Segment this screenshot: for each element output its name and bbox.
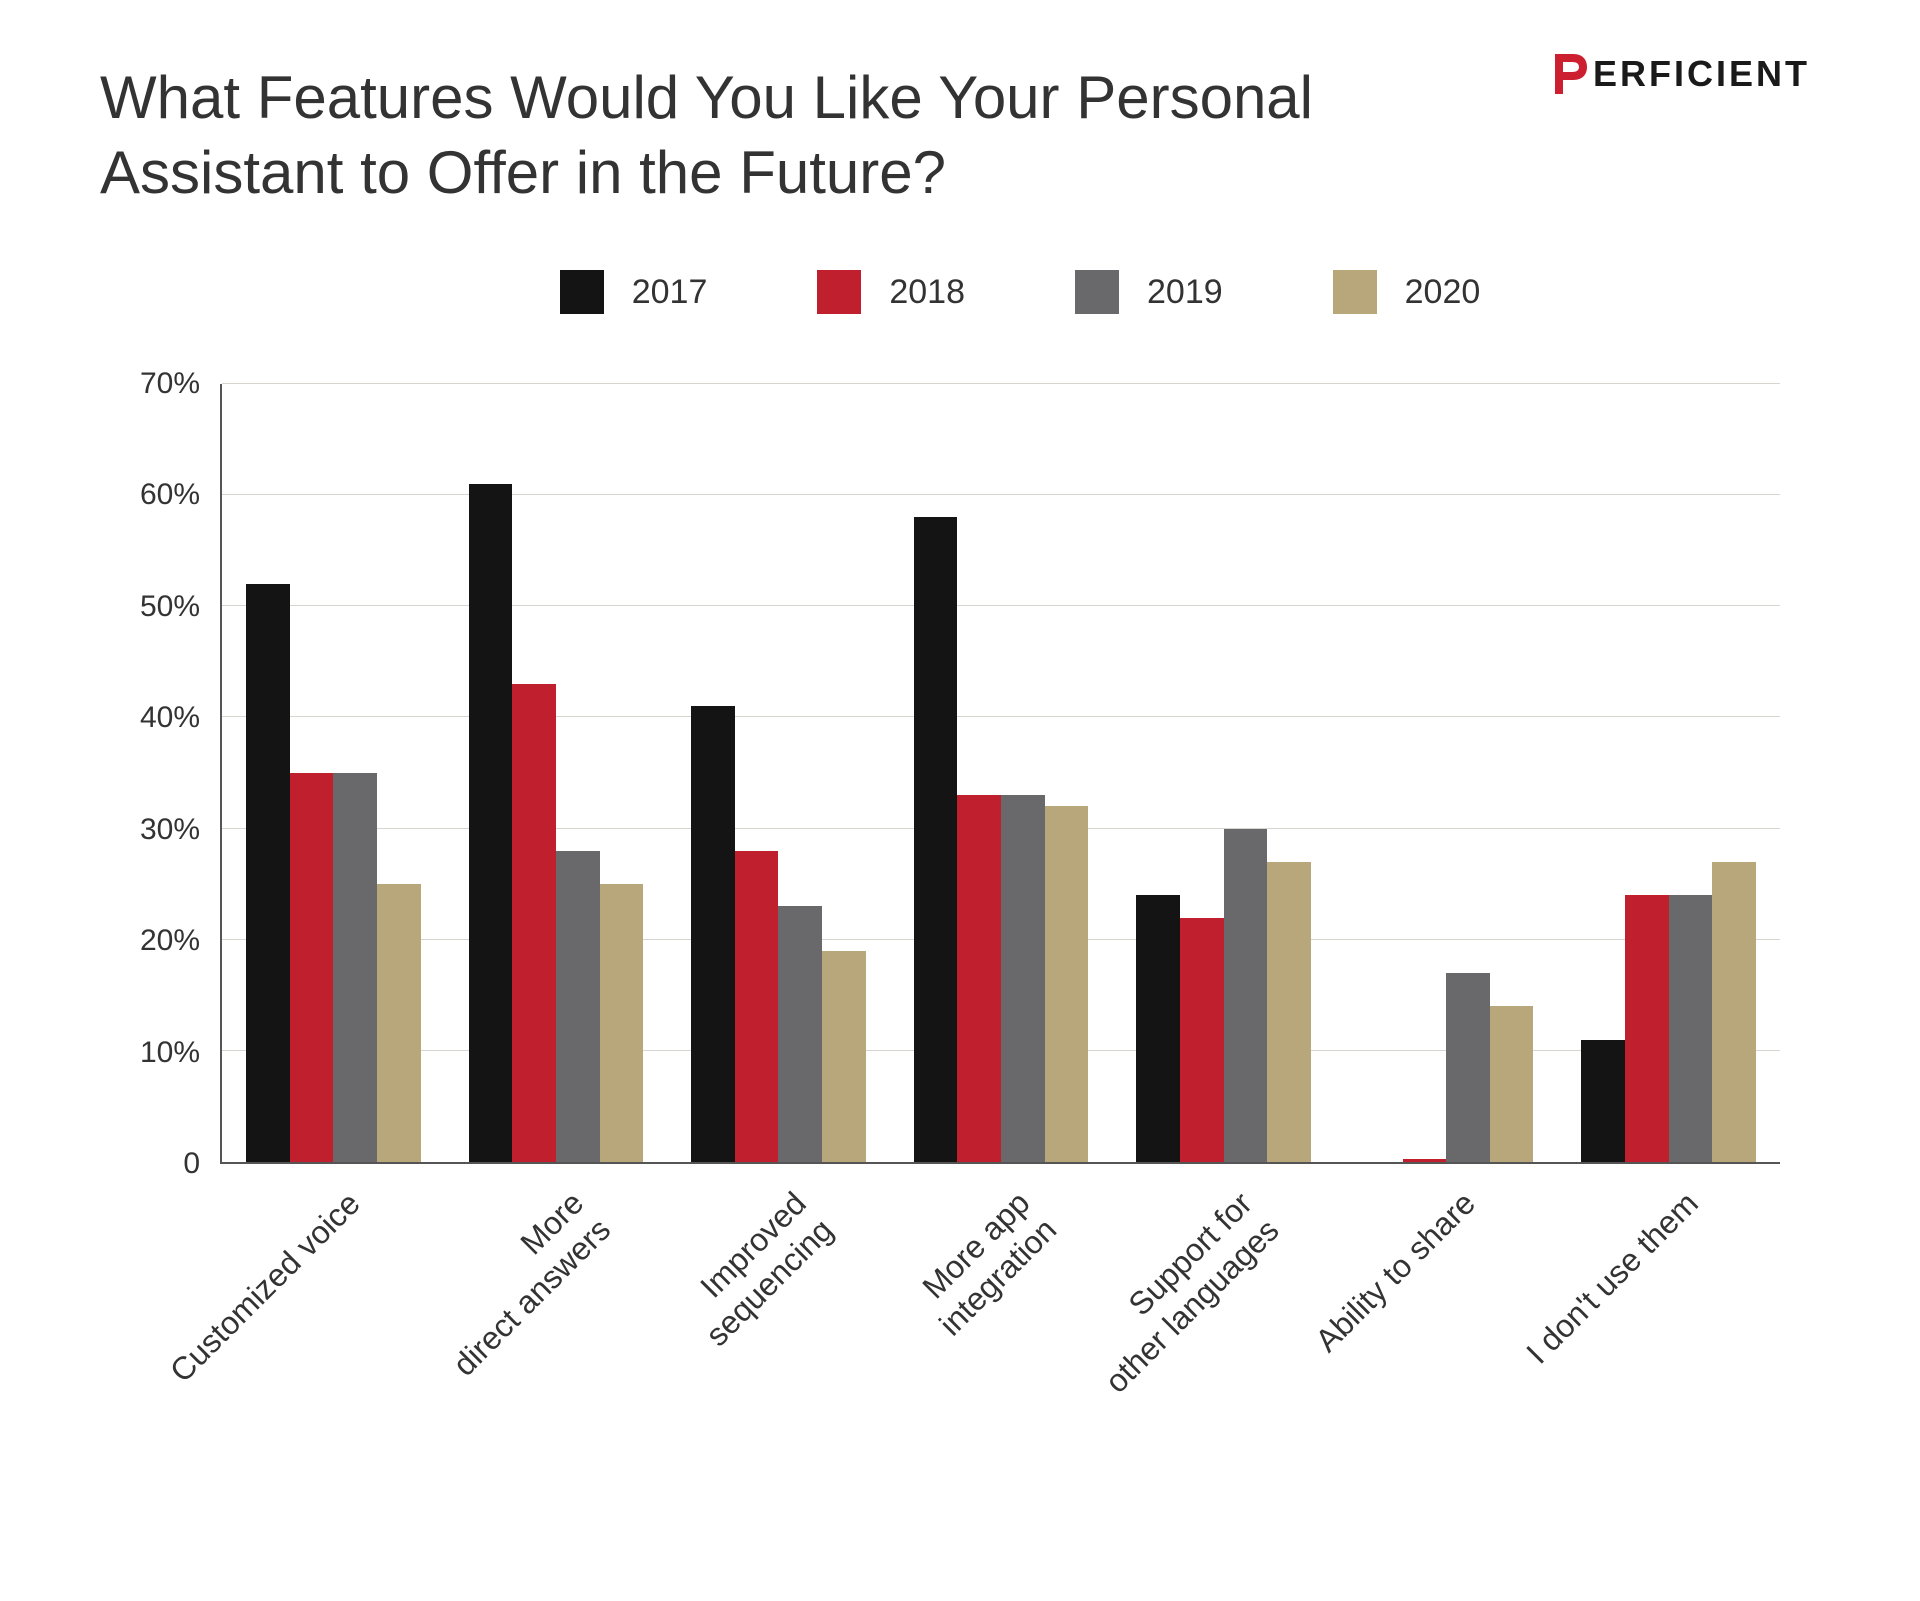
bar-group: [1112, 384, 1335, 1162]
bar: [914, 517, 958, 1162]
bar: [290, 773, 334, 1162]
bar: [822, 951, 866, 1162]
x-label-cell: Customized voice: [220, 1164, 443, 1444]
bar: [1224, 829, 1268, 1162]
x-axis-label: Improvedsequencing: [671, 1184, 841, 1354]
legend-item: 2018: [817, 270, 965, 314]
legend-item: 2017: [560, 270, 708, 314]
bar-group: [890, 384, 1113, 1162]
x-axis-labels: Customized voiceMoredirect answersImprov…: [220, 1164, 1780, 1444]
y-tick-label: 30%: [140, 813, 200, 847]
y-tick-label: 70%: [140, 367, 200, 401]
legend-label: 2017: [632, 273, 708, 312]
chart-title: What Features Would You Like Your Person…: [100, 60, 1400, 210]
bar: [1446, 973, 1490, 1162]
bar-groups: [222, 384, 1780, 1162]
bar: [469, 484, 513, 1162]
bar: [556, 851, 600, 1162]
legend-item: 2020: [1333, 270, 1481, 314]
bar: [1267, 862, 1311, 1162]
legend-swatch: [1333, 270, 1377, 314]
bar: [600, 884, 644, 1162]
bar: [333, 773, 377, 1162]
bar: [1180, 918, 1224, 1163]
bar: [1712, 862, 1756, 1162]
bar: [377, 884, 421, 1162]
bar: [512, 684, 556, 1162]
legend-swatch: [1075, 270, 1119, 314]
legend: 2017 2018 2019 2020: [220, 270, 1820, 314]
bar-group: [222, 384, 445, 1162]
legend-swatch: [817, 270, 861, 314]
bar-group: [1335, 384, 1558, 1162]
bar: [1490, 1006, 1534, 1162]
legend-label: 2019: [1147, 273, 1223, 312]
legend-label: 2020: [1405, 273, 1481, 312]
legend-item: 2019: [1075, 270, 1223, 314]
y-axis: 010%20%30%40%50%60%70%: [100, 384, 210, 1164]
bar: [1403, 1159, 1447, 1162]
bar: [1669, 895, 1713, 1162]
bar: [246, 584, 290, 1162]
brand-logo: ERFICIENT: [1551, 50, 1810, 98]
x-label-cell: Support forother languages: [1111, 1164, 1334, 1444]
bar: [1581, 1040, 1625, 1162]
bar: [778, 906, 822, 1162]
bar: [691, 706, 735, 1162]
y-tick-label: 10%: [140, 1036, 200, 1070]
y-tick-label: 20%: [140, 924, 200, 958]
x-label-cell: I don't use them: [1557, 1164, 1780, 1444]
x-label-cell: More appintegration: [889, 1164, 1112, 1444]
y-tick-label: 60%: [140, 478, 200, 512]
legend-label: 2018: [889, 273, 965, 312]
chart-area: 010%20%30%40%50%60%70%: [220, 384, 1780, 1164]
x-axis-label: More appintegration: [905, 1184, 1065, 1344]
bar: [1136, 895, 1180, 1162]
x-axis-label: Customized voice: [163, 1184, 369, 1390]
bar-group: [667, 384, 890, 1162]
y-tick-label: 50%: [140, 590, 200, 624]
y-tick-label: 0: [183, 1147, 200, 1181]
bar-group: [445, 384, 668, 1162]
plot-area: [220, 384, 1780, 1164]
bar: [1625, 895, 1669, 1162]
x-label-cell: Improvedsequencing: [666, 1164, 889, 1444]
x-label-cell: Ability to share: [1334, 1164, 1557, 1444]
bar: [1001, 795, 1045, 1162]
bar: [1045, 806, 1089, 1162]
logo-mark-icon: [1551, 50, 1591, 98]
bar: [735, 851, 779, 1162]
x-axis-label: Moredirect answers: [419, 1184, 619, 1384]
logo-text: ERFICIENT: [1593, 56, 1810, 92]
x-axis-label: Ability to share: [1307, 1184, 1483, 1360]
bar: [957, 795, 1001, 1162]
bar-group: [1557, 384, 1780, 1162]
chart-page: ERFICIENT What Features Would You Like Y…: [0, 0, 1920, 1601]
x-label-cell: Moredirect answers: [443, 1164, 666, 1444]
y-tick-label: 40%: [140, 701, 200, 735]
legend-swatch: [560, 270, 604, 314]
